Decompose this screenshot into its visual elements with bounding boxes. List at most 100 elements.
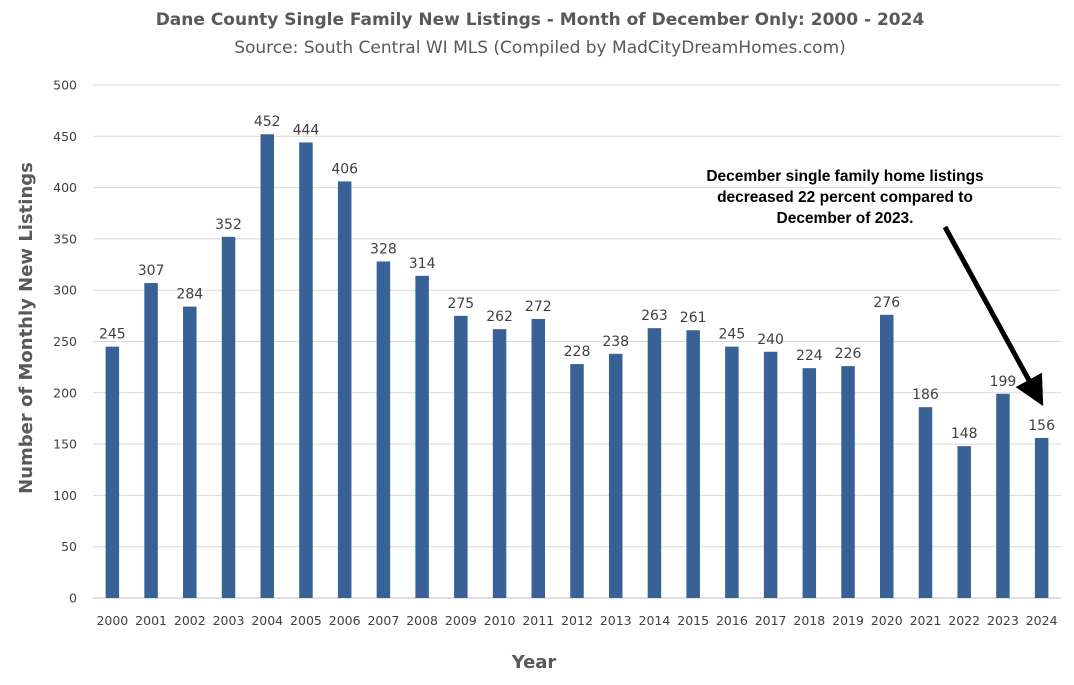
data-label: 148 <box>951 426 978 442</box>
x-tick-label: 2019 <box>832 613 864 628</box>
y-axis-ticks: 0 50 100 150 200 250 300 350 400 450 500 <box>53 78 77 606</box>
x-tick-label: 2017 <box>755 613 787 628</box>
data-label: 228 <box>564 344 591 360</box>
data-label: 307 <box>138 263 165 279</box>
bar <box>299 142 313 598</box>
x-tick-label: 2022 <box>948 613 980 628</box>
x-tick-label: 2004 <box>251 613 283 628</box>
bar <box>725 346 739 598</box>
x-tick-label: 2006 <box>329 613 361 628</box>
chart-subtitle: Source: South Central WI MLS (Compiled b… <box>234 38 846 58</box>
bar <box>260 134 274 599</box>
x-tick-label: 2021 <box>910 613 942 628</box>
data-label: 352 <box>215 217 242 233</box>
data-label: 245 <box>719 327 746 343</box>
data-label: 275 <box>447 296 474 312</box>
bar <box>1034 437 1049 598</box>
y-tick-label: 0 <box>69 591 77 606</box>
data-label: 199 <box>990 374 1017 390</box>
bar <box>647 328 662 598</box>
x-tick-label: 2023 <box>987 613 1019 628</box>
data-label: 263 <box>641 308 668 324</box>
x-tick-label: 2016 <box>716 613 748 628</box>
data-label: 328 <box>370 241 397 257</box>
x-tick-label: 2018 <box>793 613 825 628</box>
bar <box>880 314 894 598</box>
x-axis-title: Year <box>511 652 557 673</box>
bar <box>841 366 855 598</box>
x-tick-label: 2008 <box>406 613 438 628</box>
bar <box>802 368 817 598</box>
bar <box>763 351 778 598</box>
bar <box>996 393 1010 598</box>
bar <box>918 407 933 598</box>
annotation-arrow <box>942 225 1044 407</box>
y-tick-label: 400 <box>53 180 77 195</box>
data-label: 406 <box>331 161 358 177</box>
bars <box>105 134 1049 599</box>
x-tick-label: 2003 <box>213 613 245 628</box>
data-label: 156 <box>1028 418 1055 434</box>
data-label: 261 <box>680 310 707 326</box>
data-label: 276 <box>873 295 900 311</box>
y-tick-label: 100 <box>53 488 77 503</box>
annotation-line-3: December of 2023. <box>777 210 914 227</box>
data-labels: 245 307 284 352 452 444 406 328 314 275 262 272 228 2… <box>99 114 1055 442</box>
x-tick-label: 2001 <box>135 613 167 628</box>
x-tick-label: 2012 <box>561 613 593 628</box>
bar <box>531 318 546 598</box>
annotation: December single family home listings dec… <box>706 168 1044 407</box>
annotation-line-1: December single family home listings <box>706 168 983 185</box>
bar <box>376 261 391 598</box>
y-tick-label: 350 <box>53 231 77 246</box>
x-tick-label: 2015 <box>677 613 709 628</box>
bar <box>105 346 120 598</box>
y-tick-label: 250 <box>53 334 77 349</box>
y-tick-label: 200 <box>53 385 77 400</box>
y-axis-title: Number of Monthly New Listings <box>16 162 37 494</box>
x-tick-label: 2007 <box>367 613 399 628</box>
x-tick-label: 2020 <box>871 613 903 628</box>
data-label: 186 <box>912 387 939 403</box>
data-label: 284 <box>176 287 203 303</box>
x-tick-label: 2013 <box>600 613 632 628</box>
y-tick-label: 50 <box>61 539 77 554</box>
bar <box>492 329 507 598</box>
y-tick-label: 500 <box>53 78 77 93</box>
data-label: 224 <box>796 348 823 364</box>
data-label: 262 <box>486 309 513 325</box>
data-label: 452 <box>254 114 281 130</box>
x-axis-ticks: 2000 2001 2002 2003 2004 2005 2006 2007 2008 2009… <box>96 613 1057 628</box>
gridlines <box>93 84 1061 548</box>
bar <box>183 306 197 598</box>
data-label: 226 <box>835 346 862 362</box>
annotation-line-2: decreased 22 percent compared to <box>717 189 973 206</box>
y-tick-label: 450 <box>53 129 77 144</box>
data-label: 240 <box>757 332 784 348</box>
bar <box>415 275 429 598</box>
y-tick-label: 300 <box>53 283 77 298</box>
x-tick-label: 2009 <box>445 613 477 628</box>
chart-title: Dane County Single Family New Listings -… <box>156 10 925 30</box>
x-tick-label: 2014 <box>639 613 671 628</box>
data-label: 245 <box>99 327 126 343</box>
bar <box>686 330 700 598</box>
bar <box>570 364 584 598</box>
data-label: 238 <box>602 334 629 350</box>
data-label: 272 <box>525 299 552 315</box>
x-tick-label: 2005 <box>290 613 322 628</box>
bar <box>337 181 352 598</box>
x-tick-label: 2000 <box>96 613 128 628</box>
x-tick-label: 2002 <box>174 613 206 628</box>
data-label: 444 <box>293 122 320 138</box>
y-tick-label: 150 <box>53 437 77 452</box>
x-tick-label: 2011 <box>522 613 554 628</box>
bar <box>608 353 623 598</box>
bar <box>454 315 468 598</box>
bar <box>144 283 158 598</box>
x-tick-label: 2010 <box>484 613 516 628</box>
bar <box>957 446 971 598</box>
x-tick-label: 2024 <box>1026 613 1058 628</box>
bar <box>221 236 236 598</box>
